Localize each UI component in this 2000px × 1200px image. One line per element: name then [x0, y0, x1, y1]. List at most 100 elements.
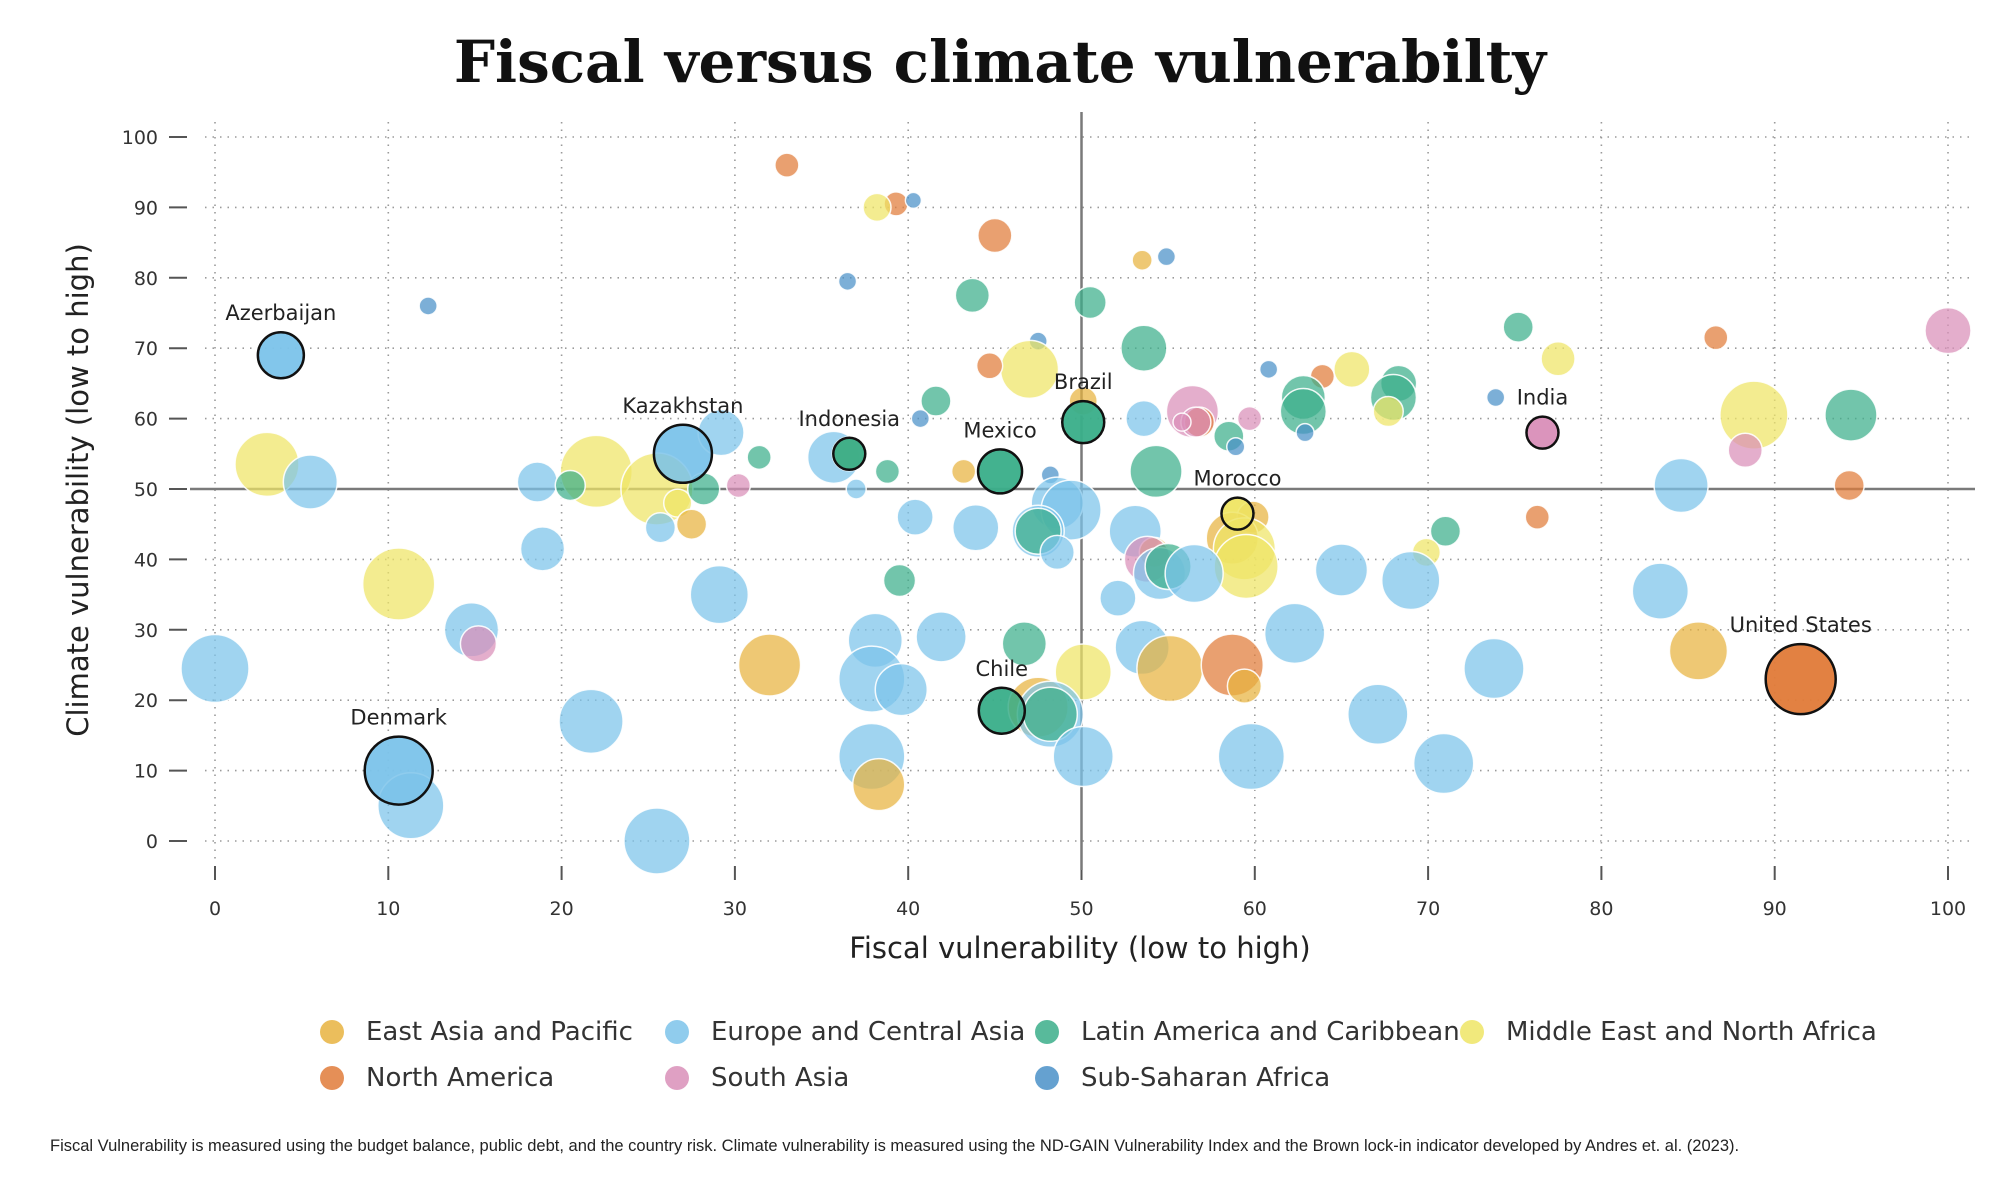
highlighted-point — [977, 686, 1027, 736]
legend-label: Europe and Central Asia — [711, 1017, 1026, 1047]
data-point — [459, 625, 498, 663]
data-point — [689, 564, 750, 625]
data-point — [1073, 285, 1107, 320]
legend-label: Sub-Saharan Africa — [1081, 1063, 1331, 1093]
country-label: Chile — [976, 657, 1029, 681]
data-point — [418, 296, 438, 316]
y-tick-label: 90 — [134, 197, 158, 219]
country-label: Azerbaijan — [225, 301, 336, 325]
data-point — [1052, 725, 1114, 788]
data-point — [1225, 437, 1246, 457]
legend-item[interactable]: Middle East and North Africa — [1460, 1017, 1877, 1047]
data-point — [1263, 602, 1326, 665]
country-label: Brazil — [1054, 370, 1113, 394]
data-point — [1125, 399, 1163, 438]
data-point — [1172, 412, 1192, 432]
data-point — [910, 408, 931, 429]
data-point — [837, 271, 858, 292]
data-point — [1295, 422, 1315, 443]
data-point — [746, 444, 772, 471]
data-point — [737, 633, 802, 697]
country-label: Denmark — [350, 706, 447, 730]
legend-swatch — [1460, 1020, 1484, 1044]
x-tick-label: 60 — [1243, 898, 1267, 920]
data-point — [975, 352, 1004, 380]
data-point — [999, 339, 1060, 400]
country-label: Mexico — [963, 418, 1036, 442]
y-tick-label: 10 — [134, 761, 158, 783]
data-point — [1653, 457, 1709, 514]
data-point — [862, 192, 892, 223]
country-label: United States — [1730, 613, 1872, 637]
y-tick-label: 40 — [134, 549, 158, 571]
highlighted-point — [832, 436, 867, 472]
highlighted-point — [976, 448, 1024, 495]
x-tick-label: 40 — [896, 898, 920, 920]
y-tick-label: 80 — [134, 268, 158, 290]
data-point — [952, 503, 1000, 552]
data-point — [1631, 562, 1690, 620]
y-tick-label: 30 — [134, 620, 158, 642]
data-point — [1372, 395, 1404, 428]
highlighted-point — [1220, 496, 1255, 531]
data-point — [1258, 359, 1279, 380]
data-point — [282, 454, 339, 510]
scatter-plot: 0 10 20 30 40 50 60 70 80 90 100 0 10 20 30 40 50 60 70 80 9… — [61, 112, 1975, 965]
data-point — [1429, 515, 1462, 547]
legend-item[interactable]: Sub-Saharan Africa — [1035, 1063, 1460, 1093]
data-point — [950, 458, 977, 485]
data-point — [1131, 249, 1153, 271]
x-tick-label: 50 — [1069, 898, 1093, 920]
data-point — [1833, 469, 1865, 502]
legend-swatch — [665, 1066, 689, 1090]
data-point — [874, 458, 901, 485]
data-point — [1502, 311, 1534, 343]
legend-swatch — [1035, 1020, 1059, 1044]
data-point — [675, 508, 708, 540]
data-point — [845, 478, 867, 500]
legend-item[interactable]: East Asia and Pacific — [320, 1017, 665, 1047]
x-tick-label: 90 — [1763, 898, 1787, 920]
legend-item[interactable]: Latin America and Caribbean — [1035, 1017, 1460, 1047]
x-tick-label: 20 — [550, 898, 574, 920]
legend-swatch — [320, 1020, 344, 1044]
x-axis-label: Fiscal vulnerability (low to high) — [849, 931, 1311, 965]
highlighted-point — [1764, 642, 1837, 716]
highlighted-point — [1525, 415, 1560, 450]
highlighted-bubbles — [256, 330, 1837, 806]
legend-item[interactable]: North America — [320, 1063, 665, 1093]
data-point — [1120, 324, 1168, 372]
legend-item[interactable]: Europe and Central Asia — [665, 1017, 1035, 1047]
data-point — [1668, 621, 1729, 681]
y-tick-label: 70 — [134, 338, 158, 360]
country-label: Indonesia — [798, 407, 900, 431]
axes: 0 10 20 30 40 50 60 70 80 90 100 0 10 20 30 40 50 60 70 80 9… — [122, 127, 1966, 920]
y-tick-label: 20 — [134, 690, 158, 712]
legend-label: East Asia and Pacific — [366, 1017, 633, 1047]
data-point — [1924, 306, 1972, 355]
data-point — [180, 633, 250, 704]
highlighted-point — [1060, 399, 1106, 445]
legend-item[interactable]: South Asia — [665, 1063, 1035, 1093]
data-point — [554, 469, 587, 502]
chart-title: Fiscal versus climate vulnerabilty — [453, 28, 1547, 96]
data-point — [1381, 550, 1441, 611]
data-point — [1236, 405, 1263, 432]
data-point — [623, 807, 691, 875]
x-tick-label: 70 — [1416, 898, 1440, 920]
country-label: Kazakhstan — [622, 394, 743, 418]
data-point — [915, 611, 967, 663]
data-point — [954, 277, 991, 314]
x-tick-label: 100 — [1930, 898, 1966, 920]
country-label: India — [1517, 386, 1569, 410]
x-tick-label: 10 — [376, 898, 400, 920]
data-point — [1054, 643, 1112, 701]
legend-swatch — [665, 1020, 689, 1044]
data-point — [904, 191, 923, 210]
data-point — [519, 526, 566, 572]
data-point — [851, 757, 906, 812]
country-label: Morocco — [1194, 467, 1282, 491]
data-point — [1333, 350, 1371, 389]
data-point — [1347, 683, 1409, 746]
legend-label: North America — [366, 1063, 555, 1093]
